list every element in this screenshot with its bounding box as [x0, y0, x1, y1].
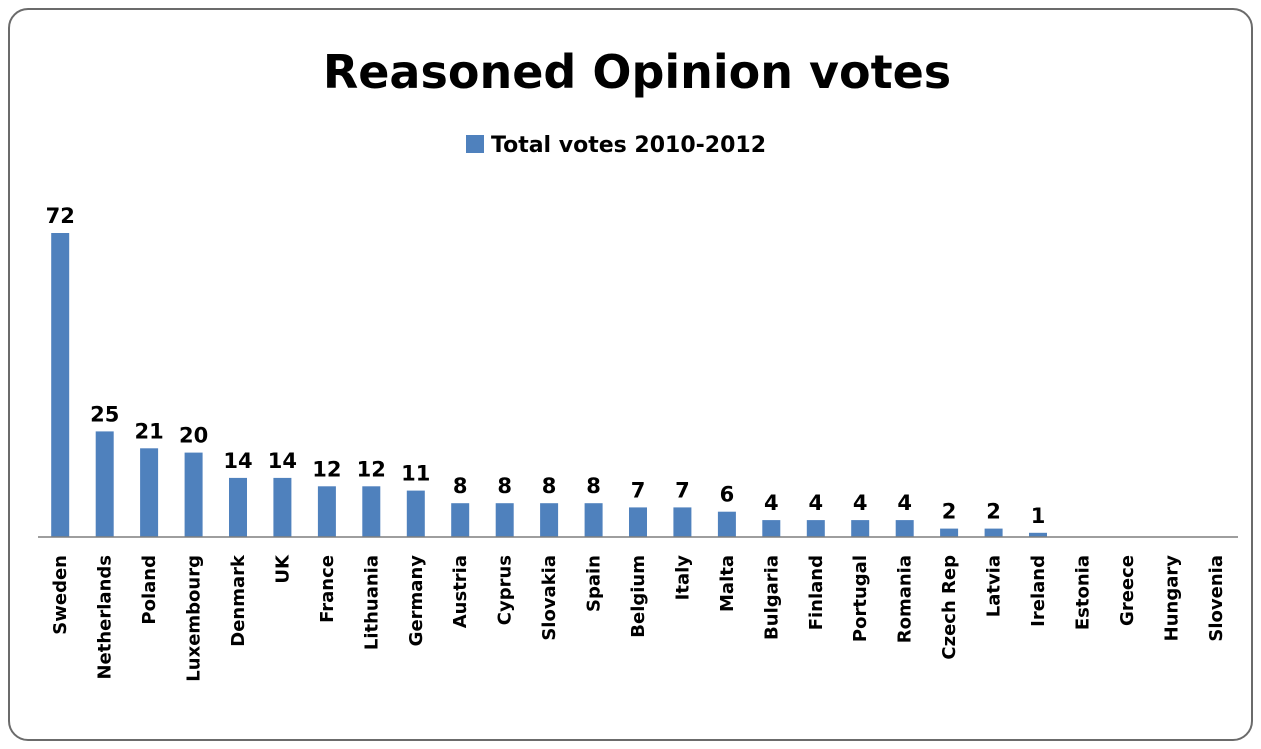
bar-italy	[673, 507, 692, 537]
bar-france	[317, 486, 336, 537]
value-label: 8	[453, 474, 468, 498]
bar-netherlands	[95, 431, 114, 537]
value-label: 2	[986, 500, 1001, 524]
value-label: 20	[179, 424, 208, 448]
category-label: Latvia	[984, 555, 1005, 617]
value-label: 4	[764, 491, 779, 515]
category-label: Bulgaria	[761, 555, 782, 640]
bar-slovakia	[540, 503, 559, 537]
category-label: Greece	[1117, 555, 1138, 626]
value-label: 11	[401, 462, 430, 486]
bar-poland	[140, 448, 159, 537]
value-label: 4	[853, 491, 868, 515]
category-label: Sweden	[50, 555, 71, 635]
value-label: 14	[223, 449, 252, 473]
bar-portugal	[851, 520, 870, 537]
category-label: Hungary	[1161, 555, 1182, 642]
legend: Total votes 2010-2012	[466, 133, 766, 158]
category-label: Cyprus	[495, 555, 516, 625]
bar-belgium	[629, 507, 647, 537]
category-label: Austria	[450, 555, 471, 628]
category-label: Spain	[584, 555, 605, 612]
category-label: Finland	[806, 555, 827, 630]
category-label: Malta	[717, 555, 738, 612]
value-label: 4	[808, 491, 823, 515]
bar-sweden	[51, 233, 70, 537]
value-label: 14	[268, 449, 297, 473]
category-label: Lithuania	[361, 555, 382, 650]
category-label: Denmark	[228, 554, 249, 647]
bar-lithuania	[362, 486, 381, 537]
legend-label: Total votes 2010-2012	[491, 133, 766, 158]
category-label: Italy	[672, 555, 693, 601]
bar-uk	[273, 477, 292, 537]
value-label: 1	[1031, 504, 1046, 528]
category-label: Luxembourg	[184, 555, 205, 682]
bar-romania	[895, 520, 914, 537]
bar-spain	[584, 503, 603, 537]
value-label: 7	[675, 478, 690, 502]
bar-austria	[451, 503, 470, 537]
category-label: Poland	[139, 555, 160, 625]
bar-malta	[717, 511, 736, 537]
bar-germany	[406, 490, 425, 537]
legend-swatch	[466, 135, 484, 153]
category-label: Slovakia	[539, 555, 560, 641]
chart-title: Reasoned Opinion votes	[323, 45, 951, 99]
category-label: Slovenia	[1206, 555, 1227, 642]
category-label: Romania	[895, 555, 916, 643]
bar-czech-rep	[940, 528, 959, 537]
bar-cyprus	[495, 503, 514, 537]
value-label: 2	[942, 500, 957, 524]
bar-latvia	[984, 528, 1003, 537]
category-label: Belgium	[628, 555, 649, 638]
bar-finland	[806, 520, 825, 537]
bars	[51, 233, 1047, 537]
bar-luxembourg	[184, 452, 203, 537]
value-label: 72	[46, 204, 75, 228]
category-label: Ireland	[1028, 555, 1049, 627]
value-label: 8	[586, 474, 601, 498]
value-label: 25	[90, 402, 119, 426]
category-label: Czech Rep	[939, 555, 960, 660]
value-label: 6	[720, 483, 735, 507]
value-label: 8	[542, 474, 557, 498]
value-label: 8	[497, 474, 512, 498]
category-label: Netherlands	[95, 555, 116, 680]
bar-ireland	[1029, 532, 1047, 537]
bar-denmark	[229, 477, 247, 537]
category-label: Portugal	[850, 555, 871, 642]
chart-frame	[8, 8, 1253, 741]
value-label: 12	[357, 457, 386, 481]
category-label: Germany	[406, 555, 427, 647]
bar-bulgaria	[762, 520, 781, 537]
value-label: 12	[312, 457, 341, 481]
category-label: UK	[272, 554, 293, 584]
value-label: 7	[631, 478, 646, 502]
category-label: France	[317, 555, 338, 623]
value-label: 21	[134, 419, 163, 443]
value-label: 4	[897, 491, 912, 515]
category-labels: Sweden Netherlands Poland Luxembourg Denmark…	[50, 554, 1227, 682]
category-label: Estonia	[1072, 555, 1093, 630]
